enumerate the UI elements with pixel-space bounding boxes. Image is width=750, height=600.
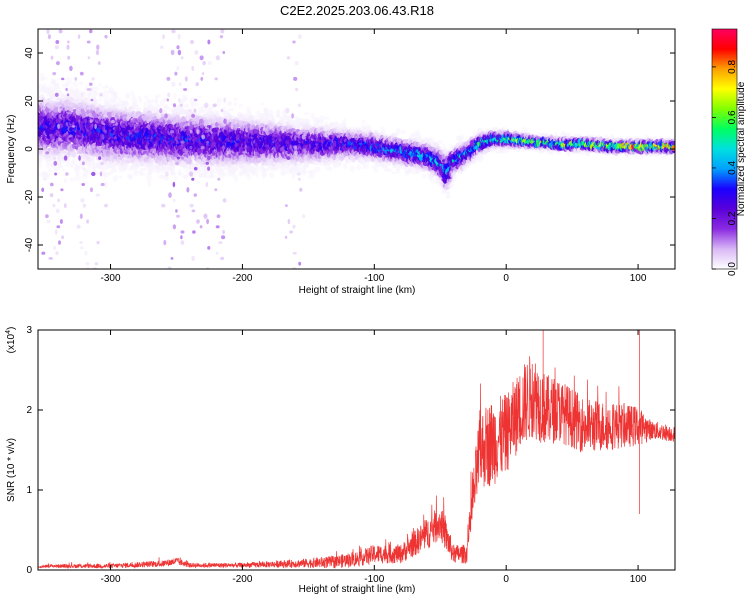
spectrogram-cell [40, 77, 45, 83]
spectrogram-cell [281, 171, 286, 176]
spectrogram-cell [182, 166, 189, 170]
spectrogram-cell [122, 114, 128, 118]
spectrogram-cell [88, 161, 93, 166]
spectrogram-cell [58, 90, 63, 94]
spectrogram-cell [233, 101, 238, 107]
spectrogram-cell [83, 181, 89, 184]
spectrogram-cell [227, 108, 234, 112]
spectrogram-cell [45, 172, 51, 180]
spectrogram-cell [73, 80, 78, 88]
spectrogram-cell [303, 112, 310, 115]
spectrogram-cell [197, 95, 202, 99]
spectrogram-cell [184, 103, 190, 107]
spectrogram-cell [182, 96, 187, 101]
spectrogram-cell [128, 175, 133, 179]
spectrogram-cell [166, 107, 173, 111]
spectrogram-cell [131, 94, 136, 99]
spectrogram-cell [103, 89, 109, 95]
spectrogram-cell [38, 172, 42, 176]
spectrogram-cell [118, 175, 123, 179]
spectrogram-cell [85, 168, 91, 173]
spectrogram-cell [209, 174, 217, 178]
spectrogram-cell [104, 84, 109, 88]
spectrogram-cell [54, 86, 61, 90]
spectrogram-cell [246, 106, 251, 113]
spectrogram-cell [98, 83, 102, 87]
spectrogram-cell [148, 99, 155, 103]
spectrogram-cell [246, 174, 252, 180]
spectrogram-cell [42, 144, 47, 151]
spectrogram-cell [96, 98, 103, 102]
spectrogram-cell [226, 102, 233, 106]
spectrogram-cell [67, 106, 74, 112]
figure-title: C2E2.2025.203.06.43.R18 [280, 3, 434, 18]
spectrogram-cell [234, 167, 239, 171]
spectrogram-cells [38, 29, 675, 269]
spectrogram-cell [233, 97, 239, 102]
spectrogram-cell [125, 101, 129, 107]
spectrogram-cell [114, 95, 120, 100]
spectrogram-cell [276, 109, 281, 117]
spectrogram-cell [156, 104, 162, 109]
spectrogram-cell [138, 97, 143, 104]
spectrogram-cell [144, 95, 149, 100]
spectrogram-cell [72, 161, 78, 166]
spectrogram-cell [69, 177, 76, 182]
spectrogram-cell [68, 81, 74, 85]
spectrogram-cell [139, 172, 146, 177]
spectrogram-cell [239, 103, 243, 108]
spectrogram-cell [135, 107, 142, 112]
spectrogram-cell [51, 78, 57, 84]
spectrogram-cell [172, 92, 177, 100]
spectrogram-cell [66, 111, 74, 115]
spectrogram-cell [92, 86, 100, 91]
spectrogram-cell [174, 176, 178, 180]
spectrogram-cell [154, 93, 161, 98]
spectrogram-cell [70, 152, 77, 156]
spectrogram-cell [270, 115, 275, 122]
spectrogram-cell [216, 97, 223, 104]
spectrogram-cell [262, 171, 268, 178]
spectrogram-cell [111, 119, 115, 124]
spectrogram-cell [79, 81, 83, 86]
spectrogram-cell [177, 168, 182, 177]
spectrogram-cell [65, 163, 72, 168]
spectrogram-cell [192, 102, 199, 107]
spectrogram-cell [64, 77, 72, 83]
spectrogram-cell [195, 180, 201, 184]
spectrogram-cell [43, 76, 48, 81]
spectrogram-cell [91, 156, 96, 163]
spectrogram-cell [112, 175, 118, 183]
spectrogram-cell [146, 178, 152, 183]
spectrogram-cell [47, 84, 52, 91]
spectrogram-cell [234, 178, 238, 182]
spectrogram-cell [63, 177, 68, 183]
spectrogram-cell [133, 166, 138, 174]
spectrogram-cell [70, 101, 74, 107]
spectrogram-cell [113, 165, 118, 173]
spectrogram-cell [269, 171, 275, 179]
spectrogram-cell [184, 169, 189, 173]
spectrogram-cell [74, 171, 80, 176]
spectrogram-cell [74, 174, 81, 181]
spectrogram-cell [57, 162, 63, 169]
spectrogram-cell [104, 181, 108, 187]
spectrogram-cell [125, 92, 130, 98]
spectrogram-cell [54, 83, 59, 88]
spectrogram-cell [132, 104, 139, 108]
spectrogram-cell [221, 171, 228, 176]
spectrogram-cell [302, 168, 307, 174]
spectrogram-cell [73, 90, 80, 94]
spectrogram-cell [260, 102, 265, 106]
spectrogram-cell [69, 97, 75, 104]
spectrogram-cell [238, 117, 244, 120]
spectrogram-cell [87, 91, 92, 97]
spectrogram-cell [48, 168, 53, 173]
spectrogram-cell [256, 172, 260, 178]
spectrogram-cell [38, 163, 42, 168]
spectrogram-cell [209, 170, 215, 175]
spectrogram-cell [61, 168, 65, 172]
